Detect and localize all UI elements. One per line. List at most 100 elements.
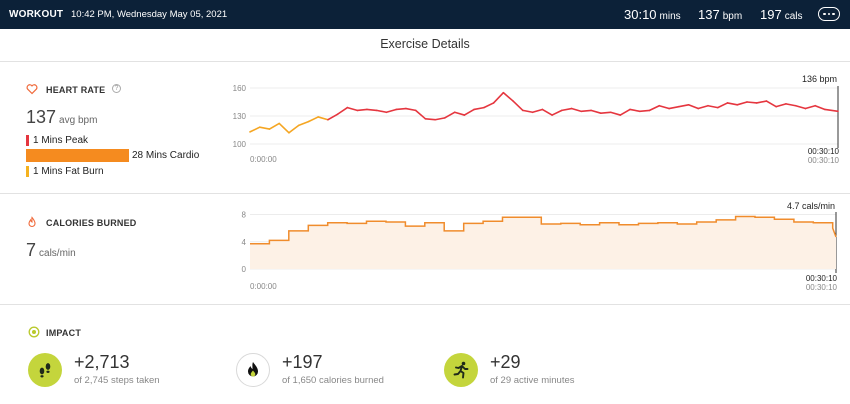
zone-cardio-bar — [26, 149, 129, 162]
heart-rate-segment — [473, 106, 485, 111]
zone-peak-label: 1 Mins Peak — [33, 135, 89, 146]
x-end-label-dark: 00:30:10 — [806, 274, 838, 283]
zone-cardio-label: 28 Mins Cardio — [132, 150, 200, 161]
heart-rate-segment — [648, 104, 661, 112]
bpm-unit: bpm — [722, 11, 743, 22]
heart-rate-segment — [385, 108, 397, 114]
heart-rate-segment — [590, 109, 602, 115]
heart-rate-segment — [726, 102, 739, 106]
y-tick-label: 130 — [233, 112, 247, 121]
heart-rate-segment — [336, 106, 349, 115]
heart-rate-segment — [814, 104, 826, 111]
heart-rate-segment — [375, 109, 388, 114]
y-tick-label: 8 — [242, 211, 247, 220]
heart-rate-segment — [444, 111, 456, 119]
help-icon[interactable]: ? — [112, 84, 121, 93]
heart-rate-segment — [551, 109, 563, 116]
heart-rate-segment — [249, 126, 261, 133]
heart-rate-segment — [278, 122, 290, 134]
heart-rate-segment — [785, 103, 797, 107]
heart-rate-segment — [288, 124, 300, 134]
steps-sub: of 2,745 steps taken — [74, 375, 160, 386]
zone-peak: 1 Mins Peak — [26, 135, 88, 146]
y-tick-label: 160 — [233, 84, 247, 93]
calories-impact-sub: of 1,650 calories burned — [282, 375, 384, 386]
x-start-label: 0:00:00 — [250, 282, 277, 291]
heart-rate-segment — [668, 105, 680, 110]
heart-rate-segment — [483, 102, 495, 109]
heart-rate-segment — [746, 101, 758, 104]
heart-rate-segment — [522, 109, 534, 114]
heart-rate-segment — [356, 108, 368, 112]
y-tick-label: 0 — [242, 265, 247, 274]
x-start-label: 0:00:00 — [250, 155, 277, 164]
heart-rate-segment — [414, 109, 427, 120]
calories-title: CALORIES BURNED — [46, 218, 137, 228]
heart-rate-segment — [366, 108, 378, 112]
heart-rate-segment — [395, 107, 407, 111]
heart-rate-segment — [463, 108, 475, 116]
y-tick-label: 4 — [242, 238, 247, 247]
workout-title: WORKOUT — [9, 9, 64, 20]
calories-stat: 197 cals — [760, 0, 803, 29]
zone-fat-burn-label: 1 Mins Fat Burn — [33, 166, 104, 177]
heart-rate-segment — [716, 102, 729, 109]
x-end-label-dark: 00:30:10 — [808, 147, 840, 156]
duration-value: 30:10 — [624, 7, 657, 22]
heart-rate-segment — [804, 104, 816, 110]
heart-rate-segment — [609, 111, 622, 116]
flame-icon — [28, 216, 36, 227]
more-icon[interactable] — [818, 7, 840, 21]
divider — [0, 304, 850, 305]
footsteps-icon — [28, 353, 62, 387]
heart-rate-segment — [502, 91, 514, 102]
heart-rate-segment — [570, 107, 583, 113]
divider — [0, 193, 850, 194]
heart-rate-segment — [600, 111, 612, 115]
calories-rate-value: 7 — [26, 240, 37, 260]
heart-rate-segment — [736, 101, 748, 106]
x-end-label: 00:30:10 — [806, 283, 838, 292]
heart-rate-segment — [327, 113, 339, 121]
heart-rate-segment — [707, 104, 719, 109]
heart-icon — [26, 84, 38, 95]
calories-area — [250, 216, 836, 269]
avg-bpm-unit: avg bpm — [59, 115, 98, 126]
avg-heart-rate: 137 avg bpm — [26, 107, 97, 128]
zone-fat-burn-bar — [26, 166, 29, 177]
calories-unit: cals — [784, 11, 803, 22]
heart-rate-segment — [541, 108, 553, 116]
active-minutes-sub: of 29 active minutes — [490, 375, 575, 386]
heart-rate-segment — [258, 126, 271, 130]
heart-rate-segment — [677, 103, 690, 108]
duration-stat: 30:10 mins — [624, 0, 681, 29]
heart-rate-segment — [658, 104, 670, 110]
calories-impact-value: +197 — [282, 352, 323, 372]
heart-rate-segment — [512, 100, 524, 112]
heart-rate-segment — [424, 117, 436, 121]
heart-rate-segment — [317, 116, 329, 121]
calories-line — [250, 215, 837, 245]
divider — [0, 61, 850, 62]
heart-rate-segment — [405, 107, 417, 112]
bpm-stat: 137 bpm — [698, 0, 742, 29]
heart-rate-segment — [775, 103, 787, 108]
duration-unit: mins — [659, 11, 681, 22]
avg-bpm-value: 137 — [26, 107, 57, 127]
current-value-label: 4.7 cals/min — [787, 201, 835, 211]
heart-rate-segment — [492, 91, 505, 104]
zone-peak-bar — [26, 135, 29, 146]
heart-rate-title: HEART RATE — [46, 85, 106, 95]
heart-rate-segment — [346, 106, 358, 112]
heart-rate-segment — [297, 120, 310, 127]
heart-rate-segment — [268, 122, 281, 130]
flame-icon — [236, 353, 270, 387]
impact-icon — [28, 326, 40, 338]
current-value-label: 136 bpm — [802, 74, 837, 84]
heart-rate-segment — [687, 103, 700, 110]
runner-icon — [444, 353, 478, 387]
heart-rate-segment — [794, 104, 807, 110]
top-bar: WORKOUT 10:42 PM, Wednesday May 05, 2021… — [0, 0, 850, 29]
impact-title: IMPACT — [46, 328, 82, 338]
